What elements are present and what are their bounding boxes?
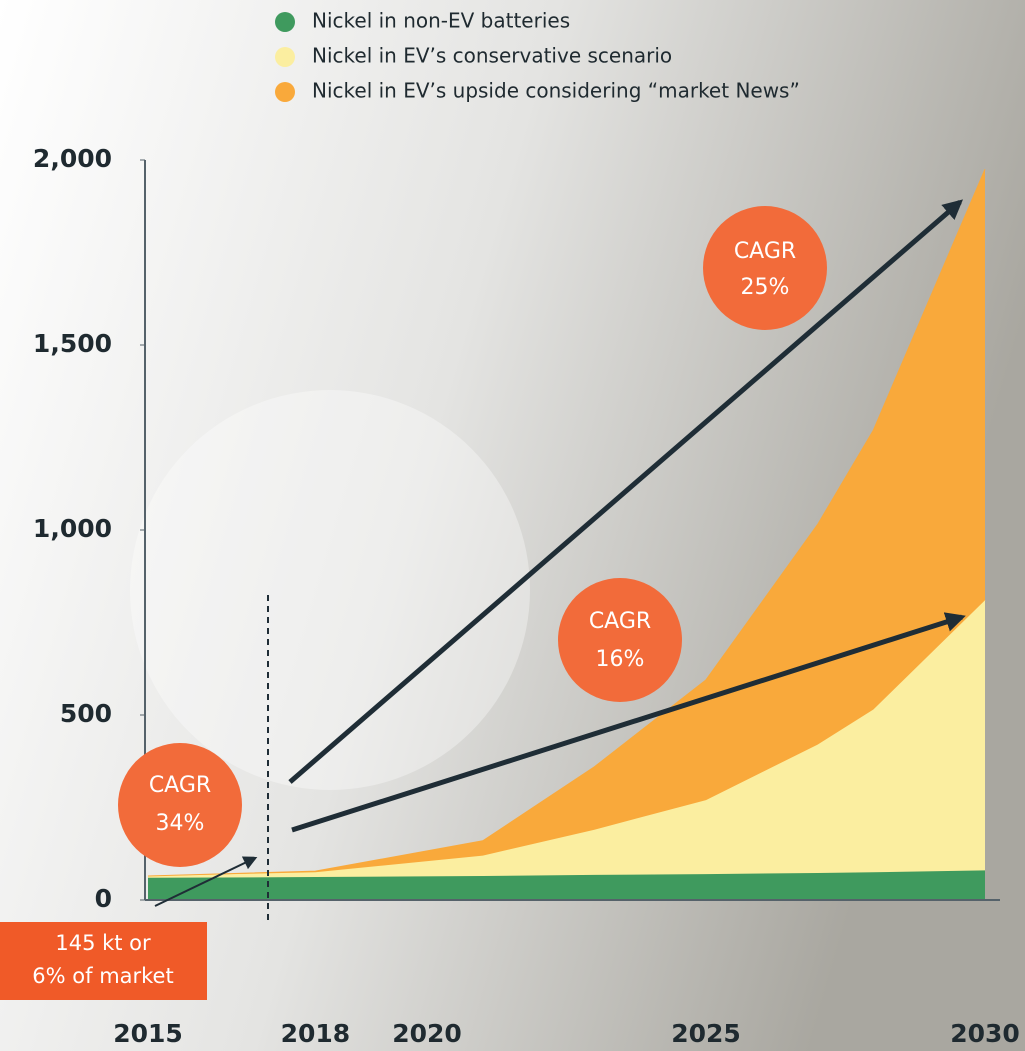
x-tick-label: 2018 xyxy=(281,1019,351,1048)
annotation: 25% xyxy=(741,275,790,300)
annotation: CAGR xyxy=(149,773,211,798)
arrow xyxy=(288,199,964,784)
annotation: 145 kt or xyxy=(55,931,151,955)
x-tick-label: 2015 xyxy=(113,1019,183,1048)
area-fill xyxy=(148,169,985,876)
y-tick-label: 500 xyxy=(60,699,112,728)
y-tick-label: 2,000 xyxy=(33,144,112,173)
area-fill xyxy=(148,870,985,900)
plot xyxy=(147,169,986,900)
annotation: CAGR xyxy=(734,239,796,264)
x-tick-label: 2020 xyxy=(392,1019,462,1048)
background-shape xyxy=(130,390,530,790)
annotation: 34% xyxy=(156,811,205,836)
cagr-badge xyxy=(703,206,827,330)
legend-marker xyxy=(275,47,295,67)
annotation: 16% xyxy=(596,647,645,672)
arrow xyxy=(154,856,258,907)
y-tick-label: 1,500 xyxy=(33,329,112,358)
legend-marker xyxy=(275,82,295,102)
annotation: 6% of market xyxy=(32,964,173,988)
x-tick-label: 2025 xyxy=(671,1019,741,1048)
y-tick-label: 1,000 xyxy=(33,514,112,543)
area-top xyxy=(147,169,986,877)
cagr-badge xyxy=(118,743,242,867)
annotation: CAGR xyxy=(589,609,651,634)
x-tick-label: 2030 xyxy=(950,1019,1020,1048)
legend-label: Nickel in EV’s upside considering “marke… xyxy=(312,79,800,103)
cagr-badge xyxy=(558,578,682,702)
callout-box xyxy=(0,922,207,1000)
legend-marker xyxy=(275,12,295,32)
legend-label: Nickel in non-EV batteries xyxy=(312,9,570,33)
arrow xyxy=(291,612,966,833)
y-tick-label: 0 xyxy=(95,884,112,913)
legend-label: Nickel in EV’s conservative scenario xyxy=(312,44,672,68)
area-fill xyxy=(148,600,985,878)
